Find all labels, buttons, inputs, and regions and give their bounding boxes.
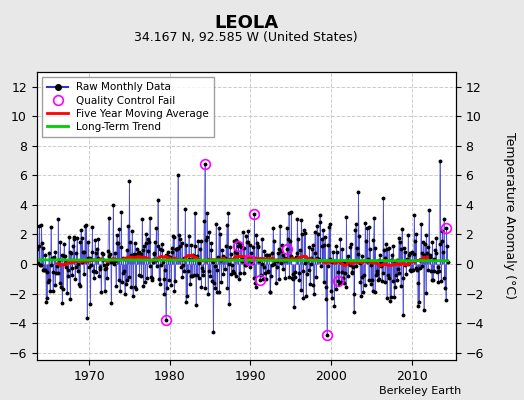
Text: LEOLA: LEOLA — [214, 14, 278, 32]
Legend: Raw Monthly Data, Quality Control Fail, Five Year Moving Average, Long-Term Tren: Raw Monthly Data, Quality Control Fail, … — [42, 77, 214, 137]
Text: Berkeley Earth: Berkeley Earth — [379, 386, 461, 396]
Title: 34.167 N, 92.585 W (United States): 34.167 N, 92.585 W (United States) — [135, 32, 358, 44]
Y-axis label: Temperature Anomaly (°C): Temperature Anomaly (°C) — [504, 132, 517, 300]
